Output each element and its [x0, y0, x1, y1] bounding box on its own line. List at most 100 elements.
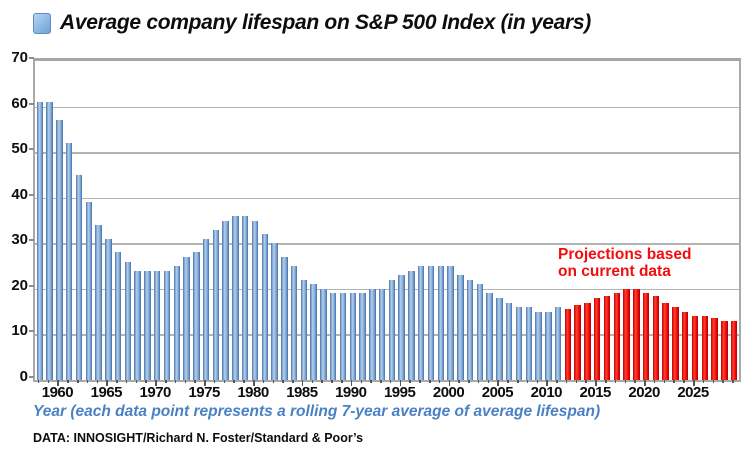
bar-2016 — [603, 295, 611, 380]
bar-1983 — [281, 256, 288, 380]
bar-1989 — [339, 293, 347, 380]
x-tick-mark-2009 — [536, 379, 539, 383]
chart-header: Average company lifespan on S&P 500 Inde… — [33, 9, 591, 37]
bar-2009 — [535, 311, 542, 380]
series-swatch-icon — [33, 12, 51, 34]
bar-1994 — [388, 279, 396, 380]
y-tick-label-0: 0 — [19, 368, 28, 385]
x-tick-mark-1996 — [409, 379, 411, 383]
bar-2015 — [594, 297, 601, 380]
x-tick-mark-1975 — [204, 379, 206, 386]
bar-1968 — [134, 270, 141, 380]
bar-2020 — [642, 293, 650, 380]
x-tick-mark-1969 — [145, 379, 147, 383]
bar-1995 — [398, 275, 405, 380]
bar-1962 — [75, 174, 83, 380]
x-tick-mark-1968 — [135, 379, 138, 383]
bar-1973 — [183, 256, 190, 380]
x-tick-mark-1966 — [116, 379, 118, 383]
y-tick-mark-20 — [29, 284, 34, 287]
x-tick-mark-1971 — [165, 379, 167, 383]
x-tick-mark-1981 — [262, 379, 265, 383]
bar-1990 — [349, 293, 356, 380]
bar-1965 — [105, 238, 112, 380]
x-tick-mark-1990 — [350, 379, 353, 386]
x-tick-mark-2000 — [448, 379, 451, 386]
bar-1974 — [193, 252, 200, 380]
bar-1996 — [408, 270, 415, 380]
bar-2013 — [574, 304, 581, 380]
y-tick-label-60: 60 — [11, 94, 28, 112]
x-tick-mark-2018 — [624, 379, 627, 383]
x-tick-mark-1961 — [67, 379, 69, 383]
bar-1984 — [290, 266, 298, 380]
x-tick-mark-2007 — [517, 379, 519, 383]
x-tick-mark-1983 — [282, 379, 284, 383]
x-tick-mark-1978 — [233, 379, 235, 383]
bar-1970 — [154, 270, 161, 380]
x-tick-mark-2003 — [477, 379, 480, 383]
bar-1987 — [320, 288, 327, 380]
x-tick-label-2015: 2015 — [579, 384, 612, 401]
x-tick-mark-1991 — [360, 379, 363, 383]
x-tick-mark-1997 — [419, 379, 421, 383]
bar-2023 — [672, 307, 679, 380]
x-tick-label-1980: 1980 — [237, 384, 269, 401]
x-tick-mark-2006 — [507, 379, 509, 383]
bar-1959 — [46, 102, 53, 380]
bar-2018 — [623, 288, 630, 380]
x-tick-mark-1980 — [253, 379, 255, 386]
bar-1979 — [242, 215, 249, 380]
x-tick-label-2020: 2020 — [628, 384, 660, 401]
bar-1997 — [418, 266, 425, 380]
x-tick-mark-1985 — [301, 379, 304, 386]
bar-2000 — [447, 266, 454, 380]
x-tick-mark-1960 — [57, 379, 59, 386]
bar-1988 — [330, 293, 337, 380]
x-tick-mark-2019 — [634, 379, 636, 383]
x-tick-mark-1963 — [86, 379, 89, 383]
x-tick-mark-2028 — [722, 379, 724, 383]
bar-2007 — [515, 307, 523, 380]
x-tick-mark-2015 — [595, 379, 597, 386]
x-tick-label-1960: 1960 — [41, 384, 74, 401]
y-tick-mark-70 — [29, 57, 34, 59]
bar-2017 — [613, 293, 620, 380]
x-tick-mark-1965 — [106, 379, 108, 386]
bar-2026 — [701, 316, 708, 380]
bar-2022 — [662, 302, 669, 380]
bar-2011 — [554, 307, 562, 380]
x-tick-mark-2002 — [468, 379, 470, 383]
x-tick-mark-1993 — [380, 379, 382, 383]
x-tick-mark-2027 — [712, 379, 715, 383]
bar-1958 — [36, 102, 44, 380]
x-tick-mark-1982 — [272, 379, 275, 383]
x-tick-mark-1989 — [341, 379, 343, 383]
bar-1975 — [202, 238, 210, 380]
x-tick-mark-2025 — [693, 379, 695, 386]
y-tick-label-10: 10 — [11, 322, 28, 340]
x-tick-mark-1979 — [243, 379, 245, 383]
x-tick-mark-1984 — [292, 379, 294, 383]
bar-1980 — [251, 220, 259, 380]
x-tick-mark-2001 — [458, 379, 460, 383]
bar-2004 — [486, 293, 493, 380]
x-tick-mark-2011 — [556, 379, 558, 383]
gridline-40 — [35, 197, 739, 200]
x-tick-mark-2024 — [683, 379, 685, 383]
bar-1992 — [369, 288, 376, 380]
bar-1978 — [232, 215, 239, 380]
x-tick-label-2005: 2005 — [481, 384, 514, 401]
x-tick-mark-1973 — [184, 379, 187, 383]
x-tick-mark-2010 — [546, 379, 548, 386]
bar-2003 — [476, 284, 484, 380]
x-tick-mark-2026 — [702, 379, 705, 383]
bar-2008 — [525, 307, 532, 380]
bar-1969 — [144, 270, 151, 380]
x-tick-mark-2012 — [565, 379, 568, 383]
bar-2028 — [721, 320, 728, 380]
bar-2005 — [496, 297, 503, 380]
plot-area: Projections based on current data — [33, 58, 741, 382]
data-source: DATA: INNOSIGHT/Richard N. Foster/Standa… — [33, 431, 364, 445]
annotation-line-1: Projections based — [558, 246, 692, 263]
